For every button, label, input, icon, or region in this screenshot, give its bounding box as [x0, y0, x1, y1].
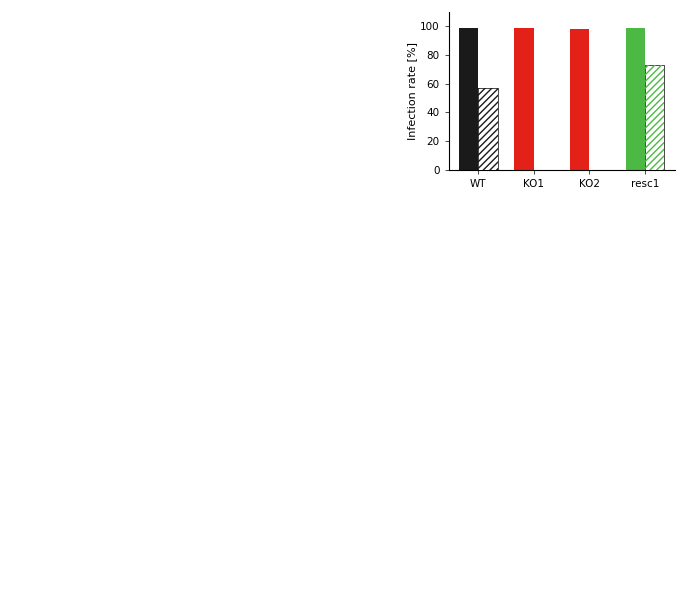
- Bar: [478, 88, 498, 170]
- Bar: [645, 65, 664, 170]
- Bar: [514, 28, 534, 170]
- Bar: [625, 28, 645, 170]
- Bar: [478, 88, 498, 170]
- Bar: [459, 28, 478, 170]
- Bar: [645, 65, 664, 170]
- Bar: [570, 29, 590, 170]
- Y-axis label: Infection rate [%]: Infection rate [%]: [408, 42, 417, 140]
